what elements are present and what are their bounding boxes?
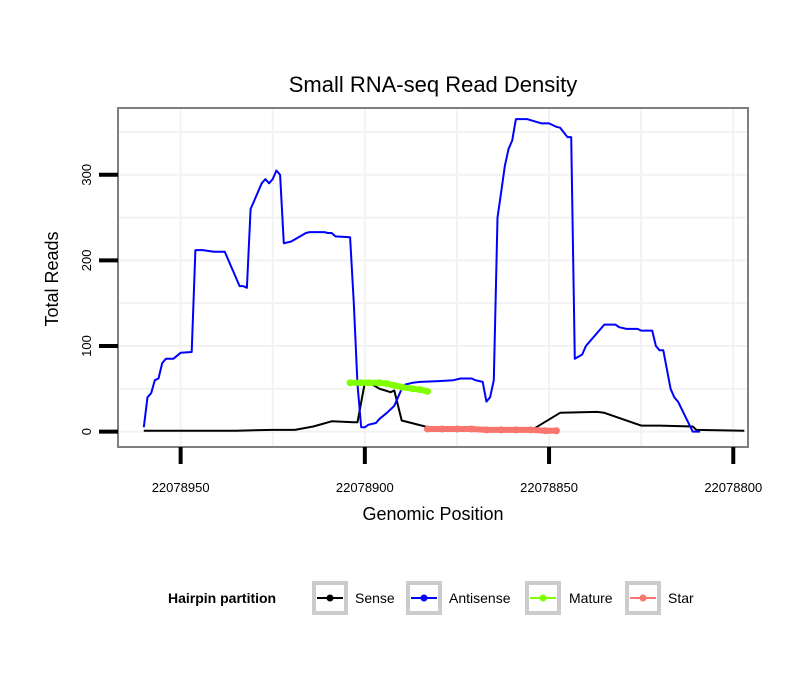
series-line-sense — [143, 381, 745, 432]
series-point-mature — [409, 385, 417, 393]
series-point-star — [497, 426, 505, 434]
series-point-star — [482, 426, 490, 434]
axes: 22078950 22078900 22078850 22078800 0 100 200 3… — [79, 164, 762, 495]
series-line-mature — [350, 379, 429, 395]
series-point-star — [453, 425, 461, 433]
legend-label-star: Star — [668, 590, 694, 606]
series-point-star — [541, 427, 549, 435]
series-point-star — [468, 425, 476, 433]
legend-point-antisense — [420, 594, 428, 602]
series-point-mature — [423, 387, 431, 395]
x-tick-label: 22078850 — [520, 480, 578, 495]
legend-point-star — [639, 594, 647, 602]
x-tick-label: 22078800 — [704, 480, 762, 495]
plot-border — [117, 107, 749, 448]
series-point-mature — [398, 383, 406, 391]
legend-point-sense — [326, 594, 334, 602]
series-layer — [142, 118, 745, 435]
legend: Hairpin partition Sense Antisense Mature St… — [168, 581, 694, 615]
series-point-mature — [357, 379, 365, 387]
legend-label-sense: Sense — [355, 590, 395, 606]
series-point-star — [423, 425, 431, 433]
x-tick-label: 22078900 — [336, 480, 394, 495]
y-tick-label: 100 — [79, 335, 94, 357]
legend-label-antisense: Antisense — [449, 590, 511, 606]
x-tick-label: 22078950 — [152, 480, 210, 495]
plot-panel — [118, 108, 748, 447]
series-point-mature — [346, 379, 354, 387]
y-axis-title: Total Reads — [42, 231, 62, 326]
series-point-mature — [376, 379, 384, 387]
legend-point-mature — [539, 594, 547, 602]
chart-title: Small RNA-seq Read Density — [289, 72, 578, 97]
y-tick-label: 0 — [79, 428, 94, 435]
x-axis-title: Genomic Position — [362, 504, 503, 524]
grid — [118, 108, 748, 447]
series-point-star — [438, 425, 446, 433]
y-tick-label: 200 — [79, 250, 94, 272]
y-tick-label: 300 — [79, 164, 94, 186]
series-point-star — [512, 426, 520, 434]
legend-key-antisense — [406, 581, 442, 615]
series-point-star — [552, 427, 560, 435]
series-point-star — [527, 426, 535, 434]
series-point-mature — [390, 381, 398, 389]
series-line-star — [427, 426, 557, 434]
series-point-mature — [416, 386, 424, 394]
series-line-antisense — [142, 118, 701, 433]
series-point-mature — [365, 379, 373, 387]
series-point-mature — [383, 380, 391, 388]
legend-title: Hairpin partition — [168, 590, 276, 606]
legend-label-mature: Mature — [569, 590, 613, 606]
